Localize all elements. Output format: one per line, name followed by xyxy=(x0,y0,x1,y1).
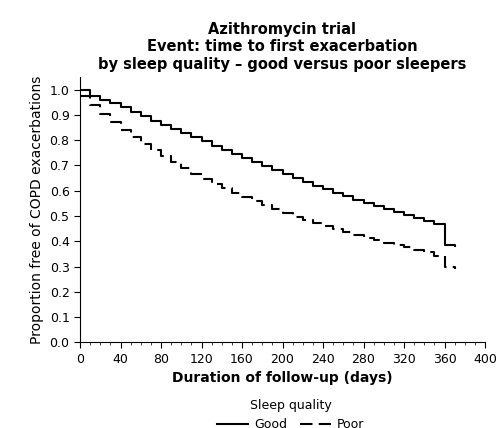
Legend: Good, Poor: Good, Poor xyxy=(212,394,370,428)
X-axis label: Duration of follow-up (days): Duration of follow-up (days) xyxy=(172,372,393,385)
Title: Azithromycin trial
Event: time to first exacerbation
by sleep quality – good ver: Azithromycin trial Event: time to first … xyxy=(98,22,466,72)
Y-axis label: Proportion free of COPD exacerbations: Proportion free of COPD exacerbations xyxy=(30,75,44,344)
